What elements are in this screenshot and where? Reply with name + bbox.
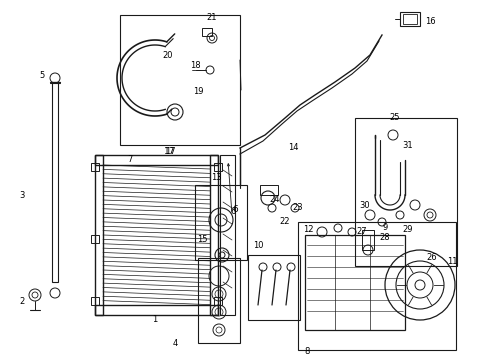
Text: 17: 17: [164, 148, 175, 157]
Bar: [202, 28, 212, 36]
Text: 18: 18: [189, 62, 200, 71]
Bar: [52, 82, 58, 282]
Text: 23: 23: [292, 203, 303, 212]
Bar: [220, 155, 235, 315]
Text: 20: 20: [163, 51, 173, 60]
Bar: [195, 185, 246, 260]
Bar: [120, 15, 240, 145]
Text: 9: 9: [382, 224, 387, 233]
Text: 25: 25: [389, 113, 400, 122]
Bar: [260, 185, 278, 195]
Bar: [91, 163, 99, 171]
Text: 1: 1: [152, 315, 157, 324]
Bar: [95, 305, 218, 315]
Text: 26: 26: [426, 253, 436, 262]
Text: 21: 21: [206, 13, 217, 22]
Bar: [198, 258, 240, 343]
Text: 31: 31: [402, 140, 412, 149]
Bar: [95, 155, 218, 165]
Text: 5: 5: [40, 71, 44, 80]
Text: 15: 15: [196, 235, 207, 244]
Text: 24: 24: [269, 195, 280, 204]
Bar: [361, 230, 373, 250]
Text: 6: 6: [230, 207, 235, 216]
Text: 16: 16: [424, 18, 434, 27]
Bar: [305, 235, 404, 330]
Text: 30: 30: [359, 201, 369, 210]
Text: 10: 10: [252, 240, 263, 249]
Text: 22: 22: [279, 217, 290, 226]
Text: 4: 4: [172, 338, 177, 347]
Text: 11: 11: [446, 257, 456, 266]
Bar: [209, 155, 218, 315]
Text: 13: 13: [210, 174, 221, 183]
Bar: [402, 14, 416, 24]
Bar: [297, 222, 455, 350]
Text: 2: 2: [20, 297, 24, 306]
Text: 29: 29: [402, 225, 412, 234]
Text: 6: 6: [232, 206, 237, 215]
Text: 28: 28: [379, 234, 389, 243]
Text: 14: 14: [287, 144, 298, 153]
Text: 12: 12: [302, 225, 313, 234]
Text: 17: 17: [164, 148, 175, 157]
Bar: [214, 297, 222, 305]
Text: 7: 7: [127, 156, 132, 165]
Bar: [91, 235, 99, 243]
Bar: [91, 297, 99, 305]
Bar: [354, 118, 456, 266]
Text: 19: 19: [192, 87, 203, 96]
Text: 8: 8: [304, 347, 309, 356]
Text: 3: 3: [19, 190, 24, 199]
Bar: [95, 155, 103, 315]
Bar: [214, 163, 222, 171]
Bar: [399, 12, 419, 26]
Text: 27: 27: [356, 228, 366, 237]
Bar: [247, 255, 299, 320]
